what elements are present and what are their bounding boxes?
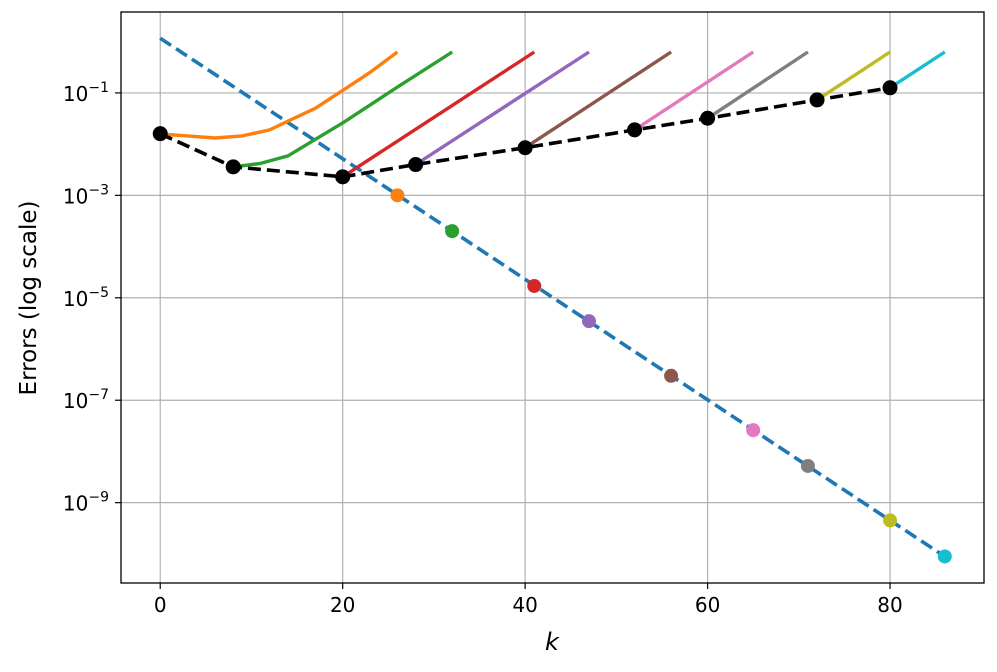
series-line-0: [160, 50, 399, 140]
series-line-2: [341, 50, 536, 179]
x-tick-label: 40: [512, 593, 537, 617]
restart-marker: [517, 140, 533, 156]
restart-marker: [335, 169, 351, 185]
series-line-1: [232, 50, 454, 169]
plot-marks: [152, 36, 952, 564]
restart-marker: [700, 110, 716, 126]
series-line-4: [524, 50, 673, 150]
y-tick-label: 10−9: [63, 490, 109, 516]
series-dot-8: [937, 549, 952, 564]
restart-marker: [408, 157, 424, 173]
series-dot-2: [527, 278, 542, 293]
series-dot-6: [800, 458, 815, 473]
x-tick-label: 20: [330, 593, 355, 617]
y-tick-label: 10−1: [63, 80, 109, 106]
series-line-3: [414, 50, 590, 166]
y-tick-label: 10−3: [63, 182, 109, 208]
series-line-7: [816, 50, 891, 102]
series-dot-4: [664, 368, 679, 383]
x-tick-label: 80: [877, 593, 902, 617]
series-dot-3: [581, 314, 596, 329]
reference-line: [159, 36, 946, 559]
x-tick-label: 60: [695, 593, 720, 617]
restart-marker: [809, 92, 825, 108]
y-tick-label: 10−7: [63, 387, 109, 413]
series-line-8: [889, 50, 946, 90]
series-dot-7: [883, 513, 898, 528]
series-dot-1: [445, 224, 460, 239]
x-axis-label: k: [545, 628, 560, 656]
ticks: 0 20 40 60 80 10−1 10−3 10−5 10−7 10−9: [63, 80, 903, 617]
restart-marker: [882, 80, 898, 96]
restart-marker: [152, 126, 168, 142]
series-line-6: [706, 50, 809, 120]
y-tick-label: 10−5: [63, 285, 109, 311]
x-tick-label: 0: [154, 593, 167, 617]
series-line-5: [633, 50, 755, 132]
series-dot-5: [746, 423, 761, 438]
grid: [121, 12, 984, 583]
y-axis-label: Errors (log scale): [16, 201, 42, 396]
restart-line: [159, 86, 891, 179]
restart-marker: [225, 159, 241, 175]
restart-marker: [627, 122, 643, 138]
series-dot-0: [390, 188, 405, 203]
